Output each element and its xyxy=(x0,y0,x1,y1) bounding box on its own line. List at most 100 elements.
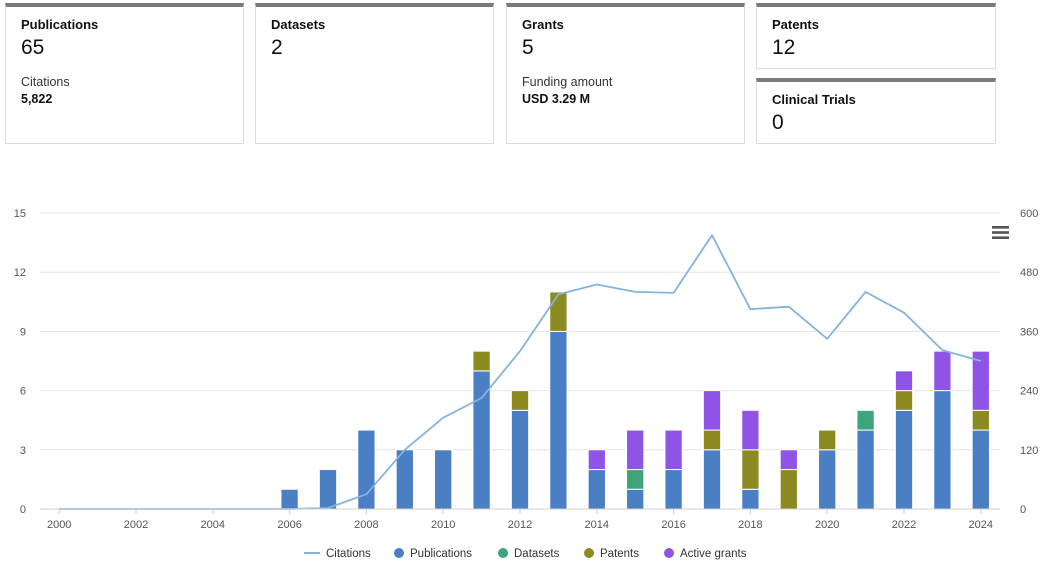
legend-dot-marker xyxy=(664,548,674,558)
clinical-trials-count: 0 xyxy=(772,111,784,134)
grants-title: Grants xyxy=(522,17,564,32)
y-left-tick-label: 0 xyxy=(20,504,26,516)
publications-title: Publications xyxy=(21,17,99,32)
y-left-tick-label: 9 xyxy=(20,326,26,338)
x-tick-label: 2012 xyxy=(508,519,532,531)
y-right-tick-label: 0 xyxy=(1020,504,1026,516)
bar-publications-2024[interactable] xyxy=(971,429,990,510)
clinical-trials-card[interactable]: Clinical Trials 0 xyxy=(756,78,996,144)
legend-item-datasets[interactable]: Datasets xyxy=(498,548,560,560)
bar-patents-2019[interactable] xyxy=(779,469,798,510)
bar-publications-2010[interactable] xyxy=(434,449,453,510)
x-tick-label: 2000 xyxy=(47,519,71,531)
x-tick-label: 2014 xyxy=(585,519,609,531)
stacked-bars xyxy=(280,291,990,510)
bar-publications-2018[interactable] xyxy=(741,488,760,510)
legend-item-citations[interactable]: Citations xyxy=(304,548,371,560)
legend-label: Publications xyxy=(410,548,472,560)
bar-patents-2017[interactable] xyxy=(702,429,722,451)
bar-patents-2020[interactable] xyxy=(818,429,837,451)
x-tick-label: 2002 xyxy=(124,519,148,531)
bar-datasets-2015[interactable] xyxy=(626,469,645,490)
datasets-card[interactable]: Datasets 2 xyxy=(255,3,494,144)
y-right-tick-label: 240 xyxy=(1020,386,1038,398)
bar-publications-2013[interactable] xyxy=(549,330,568,510)
y-left-tick-label: 12 xyxy=(14,267,26,279)
bar-active-grants-2024[interactable] xyxy=(971,350,990,411)
legend-dot-marker xyxy=(498,548,508,558)
legend-label: Patents xyxy=(600,548,639,560)
bar-patents-2011[interactable] xyxy=(472,350,491,372)
left-y-axis: 0 3 6 9 12 15 xyxy=(14,208,26,516)
legend-dot-marker xyxy=(394,548,404,558)
bar-patents-2013[interactable] xyxy=(549,291,568,332)
x-tick-label: 2016 xyxy=(661,519,685,531)
datasets-title: Datasets xyxy=(271,17,326,32)
legend-dot-marker xyxy=(584,548,594,558)
y-left-tick-label: 6 xyxy=(20,386,26,398)
x-tick-label: 2004 xyxy=(201,519,225,531)
legend-item-active-grants[interactable]: Active grants xyxy=(664,548,747,560)
y-right-tick-label: 360 xyxy=(1020,326,1038,338)
legend-label: Active grants xyxy=(680,548,747,560)
hamburger-icon-bar xyxy=(992,236,1009,239)
y-right-tick-label: 120 xyxy=(1020,445,1038,457)
y-right-tick-label: 480 xyxy=(1020,267,1038,279)
funding-amount-value: USD 3.29 M xyxy=(522,92,591,106)
funding-amount-label: Funding amount xyxy=(522,75,613,89)
hamburger-icon-bar xyxy=(992,226,1009,229)
bar-patents-2018[interactable] xyxy=(741,449,760,490)
bar-publications-2020[interactable] xyxy=(818,449,837,510)
bar-publications-2022[interactable] xyxy=(894,409,914,510)
legend-label: Datasets xyxy=(514,548,560,560)
patents-title: Patents xyxy=(772,17,819,32)
y-left-tick-label: 15 xyxy=(14,208,26,220)
bar-datasets-2021[interactable] xyxy=(856,409,875,431)
x-axis: 2000 2002 2004 2006 2008 2010 2012 2014 2016 2018… xyxy=(40,508,1000,531)
bar-active-grants-2015[interactable] xyxy=(626,429,645,471)
right-y-axis: 0 120 240 360 480 600 xyxy=(1020,208,1038,516)
x-tick-label: 2020 xyxy=(815,519,839,531)
legend-label: Citations xyxy=(326,548,371,560)
bar-publications-2006[interactable] xyxy=(280,488,299,510)
grants-card[interactable]: Grants 5 Funding amount USD 3.29 M xyxy=(506,3,745,144)
bar-publications-2017[interactable] xyxy=(702,449,722,510)
publications-chart: 0 3 6 9 12 15 0 120 240 360 480 600 2000 2002 2004 20… xyxy=(14,208,1039,560)
bar-publications-2009[interactable] xyxy=(395,449,414,510)
x-tick-label: 2006 xyxy=(277,519,301,531)
x-tick-label: 2008 xyxy=(354,519,378,531)
publications-card[interactable]: Publications 65 Citations 5,822 xyxy=(5,3,244,144)
chart-legend: Citations Publications Datasets Patents Acti… xyxy=(304,548,747,560)
chart-menu-button[interactable] xyxy=(992,226,1010,240)
legend-item-patents[interactable]: Patents xyxy=(584,548,639,560)
x-tick-label: 2022 xyxy=(892,519,916,531)
patents-card[interactable]: Patents 12 xyxy=(756,3,996,69)
datasets-count: 2 xyxy=(271,36,283,59)
citations-count: 5,822 xyxy=(21,92,53,106)
bar-patents-2022[interactable] xyxy=(894,390,914,411)
bar-active-grants-2014[interactable] xyxy=(587,449,606,471)
y-left-tick-label: 3 xyxy=(20,445,26,457)
bar-active-grants-2018[interactable] xyxy=(741,409,760,451)
bar-active-grants-2017[interactable] xyxy=(702,390,722,431)
bar-active-grants-2016[interactable] xyxy=(664,429,683,471)
bar-patents-2012[interactable] xyxy=(510,390,530,411)
bar-active-grants-2019[interactable] xyxy=(779,449,798,471)
bar-publications-2023[interactable] xyxy=(933,390,952,510)
bar-publications-2014[interactable] xyxy=(587,469,606,510)
y-right-tick-label: 600 xyxy=(1020,208,1038,220)
citations-label: Citations xyxy=(21,75,70,89)
bar-publications-2012[interactable] xyxy=(510,409,530,510)
bar-patents-2024[interactable] xyxy=(971,409,990,431)
bar-active-grants-2023[interactable] xyxy=(933,350,952,392)
bar-publications-2016[interactable] xyxy=(664,469,683,510)
bar-active-grants-2022[interactable] xyxy=(894,370,914,392)
grants-count: 5 xyxy=(522,36,534,59)
x-tick-label: 2010 xyxy=(431,519,455,531)
bar-publications-2007[interactable] xyxy=(318,469,338,510)
bar-publications-2015[interactable] xyxy=(626,488,645,510)
legend-item-publications[interactable]: Publications xyxy=(394,548,472,560)
x-tick-label: 2024 xyxy=(969,519,993,531)
clinical-trials-title: Clinical Trials xyxy=(772,92,856,107)
bar-publications-2021[interactable] xyxy=(856,429,875,510)
